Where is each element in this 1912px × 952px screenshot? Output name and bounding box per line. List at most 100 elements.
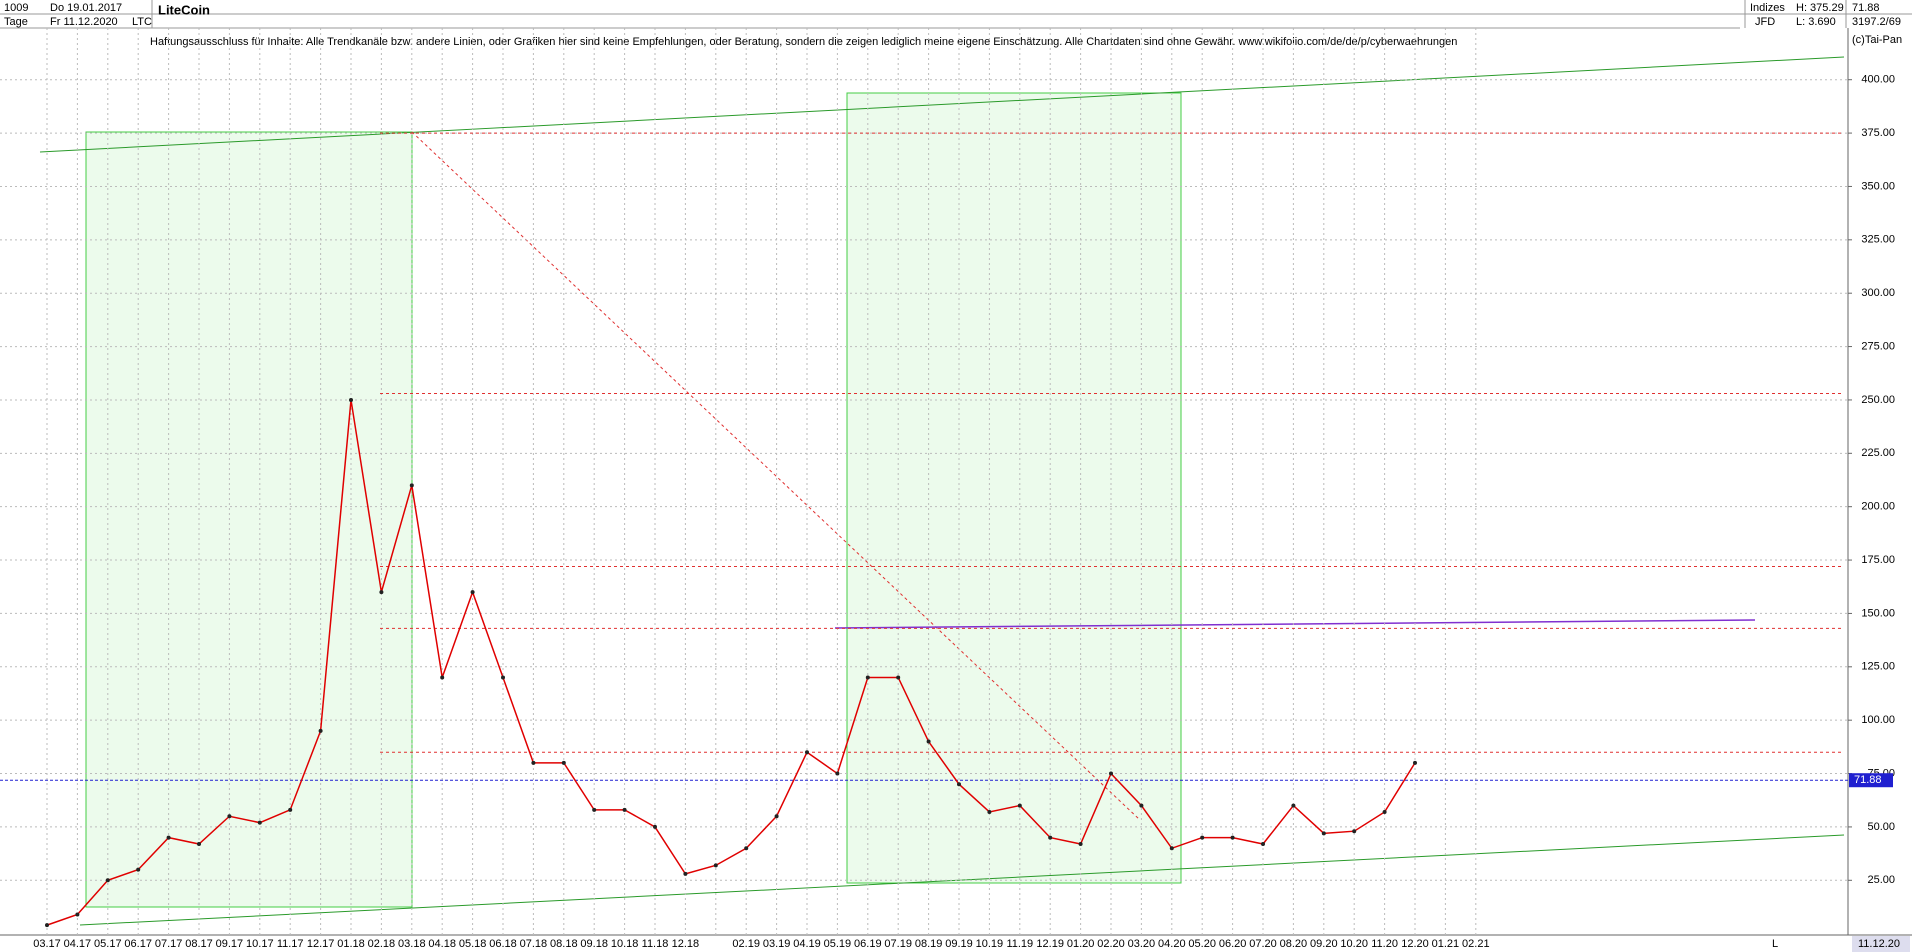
- x-tick-label: 02.19: [732, 938, 760, 950]
- price-point: [318, 728, 323, 733]
- y-tick-label: 300.00: [1861, 287, 1895, 299]
- price-point: [1078, 842, 1083, 847]
- x-tick-label: 09.19: [945, 938, 973, 950]
- y-tick-label: 100.00: [1861, 714, 1895, 726]
- instrument-name: LiteCoin: [158, 2, 210, 17]
- x-tick-label: 11.19: [1006, 938, 1033, 950]
- scale-mode: L: [1772, 938, 1778, 950]
- price-point: [592, 807, 597, 812]
- y-tick-label: 150.00: [1861, 607, 1895, 619]
- price-point: [987, 809, 992, 814]
- x-tick-label: 07.17: [155, 938, 183, 950]
- x-tick-label: 12.19: [1036, 938, 1064, 950]
- y-tick-label: 200.00: [1861, 501, 1895, 513]
- price-point: [683, 871, 688, 876]
- price-point: [349, 397, 353, 402]
- price-point: [409, 483, 414, 488]
- price-point: [561, 760, 566, 765]
- y-tick-label: 400.00: [1861, 74, 1895, 86]
- x-tick-label: 06.17: [124, 938, 152, 950]
- x-tick-label: 04.18: [428, 938, 456, 950]
- x-tick-label: 11.20: [1371, 938, 1398, 950]
- date: 11.12.20: [1858, 938, 1900, 950]
- x-tick-label: 11.17: [277, 938, 304, 950]
- x-tick-label: 04.19: [793, 938, 821, 950]
- price-point: [957, 782, 961, 787]
- price-point: [105, 878, 110, 883]
- x-tick-label: 05.19: [824, 938, 852, 950]
- y-tick-label: 25.00: [1867, 874, 1895, 886]
- price-point: [440, 675, 445, 680]
- y-tick-label: 250.00: [1861, 394, 1895, 406]
- last-value-box: [1849, 773, 1893, 788]
- x-tick-label: 07.19: [884, 938, 912, 950]
- x-tick-label: 08.19: [915, 938, 943, 950]
- y-tick-label: 175.00: [1861, 554, 1895, 566]
- price-point: [805, 750, 809, 755]
- x-tick-label: 10.17: [246, 938, 274, 950]
- price-point: [1139, 803, 1144, 808]
- y-tick-label: 50.00: [1867, 821, 1895, 833]
- price-point: [257, 820, 262, 825]
- price-point: [1382, 809, 1387, 814]
- x-tick-label: 03.20: [1128, 938, 1156, 950]
- price-point: [713, 863, 718, 868]
- source: JFD: [1755, 16, 1775, 28]
- x-tick-label: 12.20: [1401, 938, 1429, 950]
- x-tick-label: 06.18: [489, 938, 517, 950]
- x-tick-label: 12.17: [307, 938, 335, 950]
- box: [846, 92, 1182, 884]
- x-tick-label: 01.21: [1432, 938, 1460, 950]
- price-point: [501, 675, 505, 680]
- x-tick-label: 12.18: [672, 938, 700, 950]
- price-point: [1230, 835, 1235, 840]
- x-tick-label: 11.18: [642, 938, 669, 950]
- price-point: [653, 824, 657, 829]
- price-point: [197, 842, 201, 847]
- x-tick-label: 08.20: [1280, 938, 1308, 950]
- x-tick-label: 03.18: [398, 938, 426, 950]
- x-tick-label: 04.17: [64, 938, 92, 950]
- y-tick-label: 225.00: [1861, 447, 1895, 459]
- price-point: [896, 675, 901, 680]
- price-point: [835, 771, 840, 776]
- x-tick-label: 05.18: [459, 938, 487, 950]
- x-tick-label: 09.17: [216, 938, 244, 950]
- x-tick-label: 09.18: [580, 938, 608, 950]
- count: 1009: [4, 2, 28, 14]
- x-tick-label: 02.21: [1462, 938, 1490, 950]
- price-point: [288, 807, 293, 812]
- trend-line: [39, 56, 1845, 153]
- trend-line: [411, 131, 1141, 821]
- high: H: 375.29: [1796, 2, 1844, 14]
- last-value-label: 71.88: [1854, 774, 1882, 786]
- period: Tage: [4, 16, 28, 28]
- start-date: Do 19.01.2017: [50, 2, 122, 14]
- x-tick-label: 05.17: [94, 938, 122, 950]
- end-date: Fr 11.12.2020: [50, 16, 118, 28]
- last: 71.88: [1852, 2, 1880, 14]
- price-point: [1017, 803, 1022, 808]
- price-point: [622, 807, 627, 812]
- x-tick-label: 02.18: [368, 938, 396, 950]
- y-tick-label: 125.00: [1861, 661, 1895, 673]
- x-tick-label: 10.20: [1340, 938, 1368, 950]
- x-tick-label: 09.20: [1310, 938, 1338, 950]
- x-tick-label: 02.20: [1097, 938, 1125, 950]
- price-point: [926, 739, 931, 744]
- trend-line: [834, 619, 1756, 629]
- y-tick-label: 275.00: [1861, 340, 1895, 352]
- x-tick-label: 07.18: [520, 938, 548, 950]
- x-tick-label: 08.17: [185, 938, 213, 950]
- symbol: LTC: [132, 16, 152, 28]
- price-point: [865, 675, 870, 680]
- x-tick-label: 01.20: [1067, 938, 1095, 950]
- disclaimer: Haftungsausschluss für Inhalte: Alle Tre…: [150, 36, 1457, 48]
- price-line: [46, 399, 1416, 926]
- price-point: [1048, 835, 1053, 840]
- x-tick-label: 05.20: [1188, 938, 1216, 950]
- x-tick-label: 06.20: [1219, 938, 1247, 950]
- price-point: [1109, 771, 1113, 776]
- price-point: [1291, 803, 1296, 808]
